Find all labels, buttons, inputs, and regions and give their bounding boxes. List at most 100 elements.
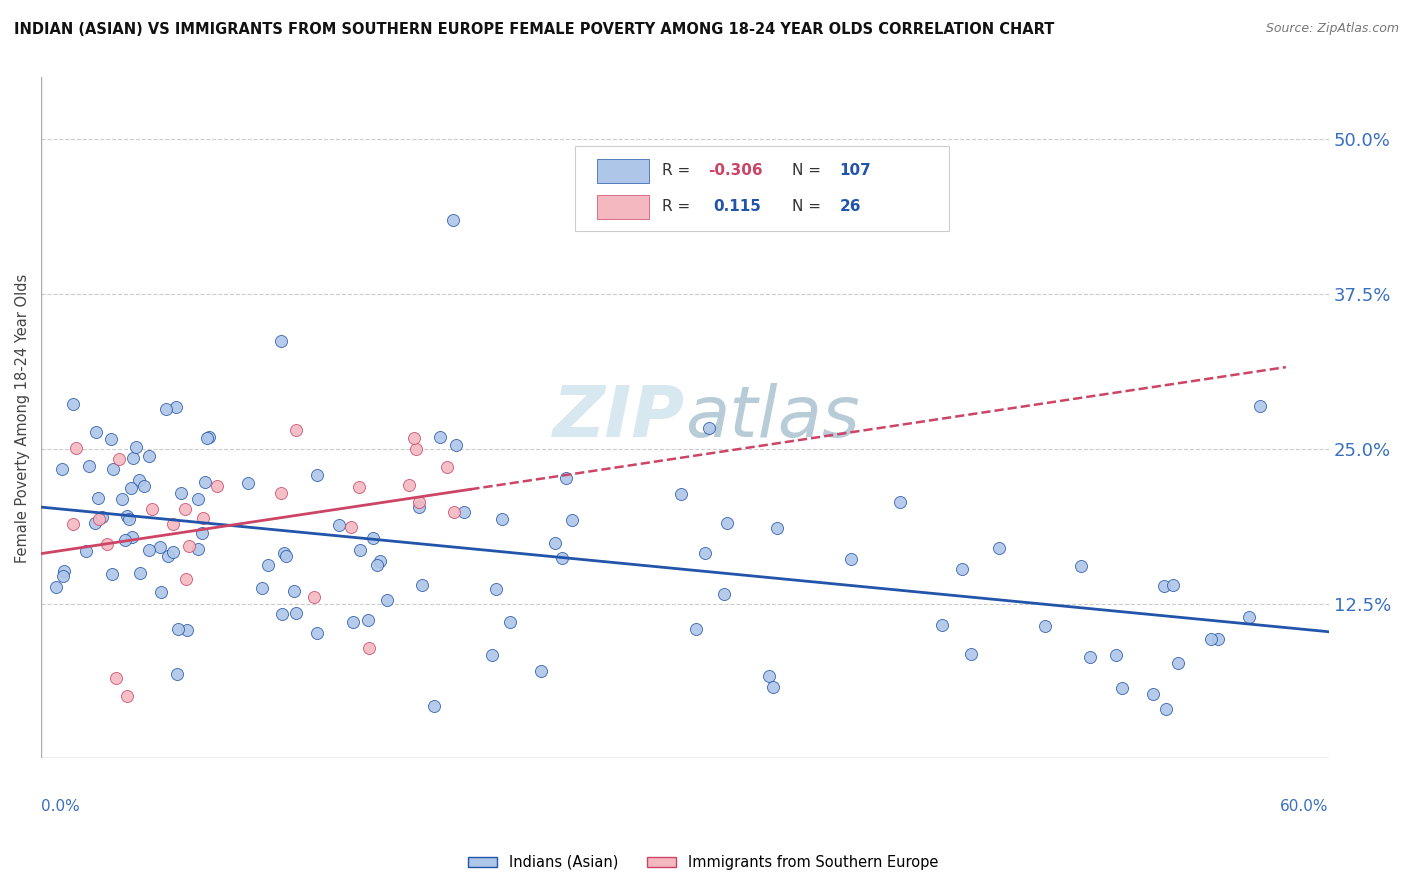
Point [75,544,97,558]
Point [423,699,446,714]
Point [716,516,738,530]
Point [101,567,124,582]
Point [405,442,427,456]
Point [250,582,273,596]
Point [758,669,780,683]
Point [713,587,735,601]
Point [45,580,67,594]
Point [132,479,155,493]
Point [1080,650,1102,665]
Point [361,531,384,545]
Point [1239,610,1261,624]
Point [839,552,862,566]
Point [52,568,75,582]
Point [561,513,583,527]
Point [270,486,292,500]
Point [404,431,426,445]
Point [53,564,76,578]
Point [236,475,259,490]
Text: R =: R = [662,163,695,178]
Point [283,584,305,599]
Point [347,479,370,493]
Point [285,606,308,620]
Point [141,502,163,516]
Text: atlas: atlas [685,384,859,452]
Point [174,502,197,516]
Text: Source: ZipAtlas.com: Source: ZipAtlas.com [1265,22,1399,36]
Text: 26: 26 [839,200,860,214]
Point [357,640,380,655]
Point [125,440,148,454]
Point [174,572,197,586]
Point [551,551,574,566]
Point [1035,619,1057,633]
Text: INDIAN (ASIAN) VS IMMIGRANTS FROM SOUTHERN EUROPE FEMALE POVERTY AMONG 18-24 YEA: INDIAN (ASIAN) VS IMMIGRANTS FROM SOUTHE… [14,22,1054,37]
Point [62,397,84,411]
Point [1111,681,1133,696]
Point [128,473,150,487]
Point [155,402,177,417]
FancyBboxPatch shape [575,145,949,231]
Point [766,521,789,535]
Text: 107: 107 [839,163,872,178]
Legend: Indians (Asian), Immigrants from Southern Europe: Indians (Asian), Immigrants from Souther… [463,849,943,876]
Point [77,458,100,473]
Point [304,590,326,604]
Point [273,546,295,560]
Text: ZIP: ZIP [553,384,685,452]
Point [205,478,228,492]
Point [328,517,350,532]
Point [1199,632,1222,646]
Text: R =: R = [662,200,695,214]
Point [931,617,953,632]
Point [1153,579,1175,593]
Point [284,423,307,437]
Point [121,529,143,543]
Point [484,582,506,596]
Point [84,516,107,531]
Point [150,584,173,599]
Point [138,449,160,463]
Point [398,478,420,492]
Bar [598,194,650,219]
Point [176,623,198,637]
Point [693,546,716,560]
Point [544,535,567,549]
Point [114,533,136,547]
Point [408,500,430,514]
Point [105,671,128,685]
Point [554,470,576,484]
Text: N =: N = [792,200,825,214]
Text: -0.306: -0.306 [709,163,762,178]
Point [167,622,190,636]
Point [959,647,981,661]
Point [118,512,141,526]
Point [108,451,131,466]
Point [1105,648,1128,662]
Point [305,626,328,640]
Point [129,566,152,580]
Point [349,543,371,558]
Point [179,540,201,554]
Point [441,212,464,227]
Point [1154,702,1177,716]
Point [366,558,388,572]
Point [120,481,142,495]
Point [170,486,193,500]
Point [1163,578,1185,592]
Point [429,430,451,444]
Point [443,505,465,519]
Point [357,613,380,627]
Point [375,593,398,607]
Point [1206,632,1229,646]
Point [453,505,475,519]
Point [87,511,110,525]
Point [499,615,522,630]
Point [111,492,134,507]
Point [65,442,87,456]
Text: 60.0%: 60.0% [1281,799,1329,814]
Text: 0.0%: 0.0% [41,799,80,814]
Point [195,431,218,445]
Point [1142,687,1164,701]
Point [100,432,122,446]
